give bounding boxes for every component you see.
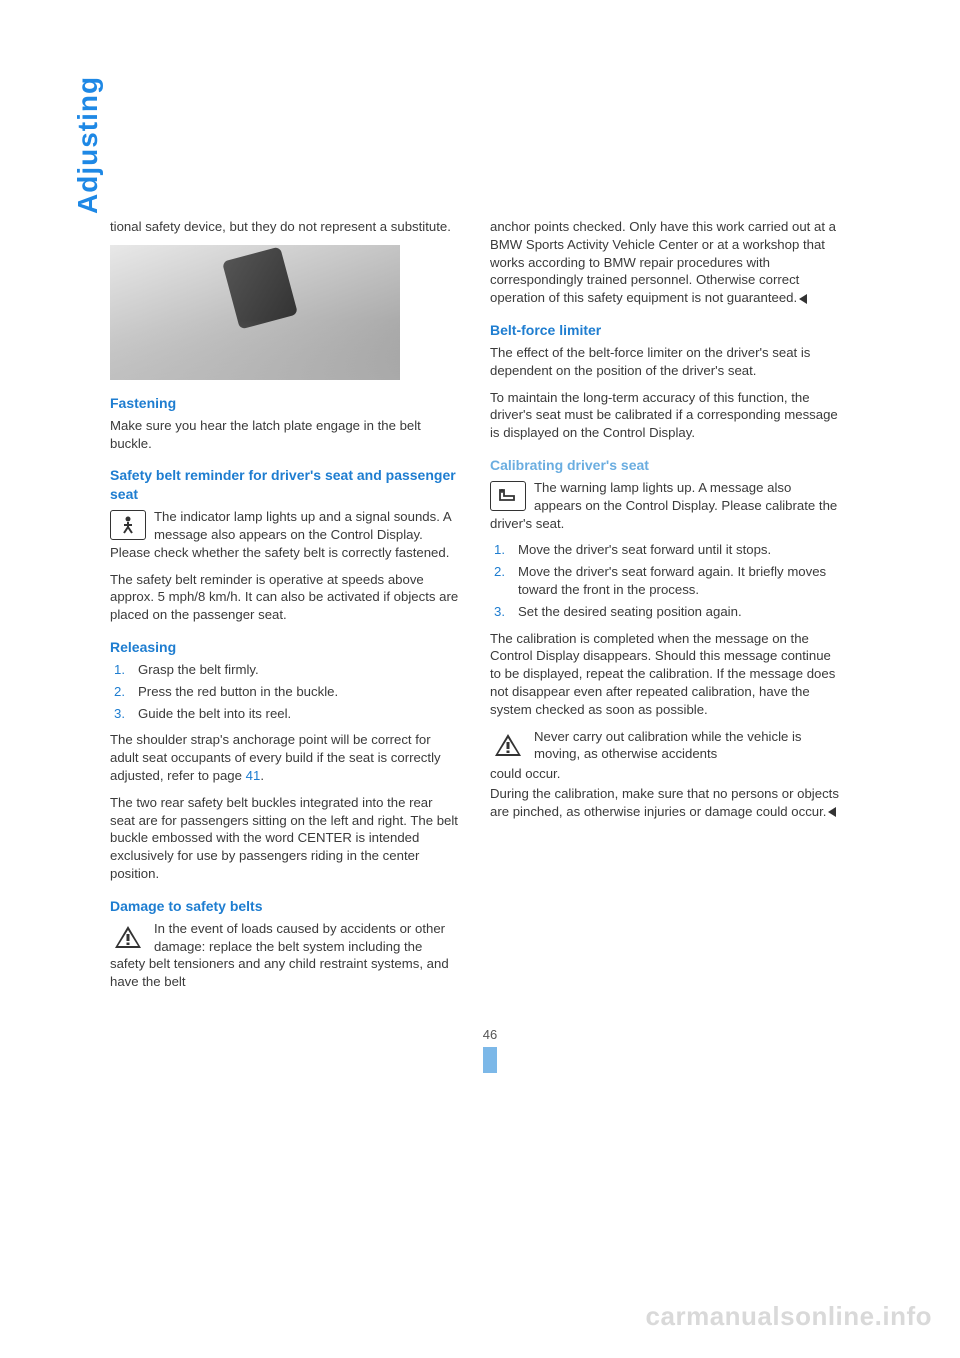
cal-text-2: The calibration is completed when the me… [490,630,840,719]
releasing-text-1: The shoulder strap's anchorage point wil… [110,731,460,784]
intro-text: tional safety device, but they do not re… [110,218,460,236]
step-text: Guide the belt into its reel. [138,706,291,721]
end-mark-icon [799,294,807,304]
warning-triangle-icon [490,730,526,760]
top-right-span: anchor points checked. Only have this wo… [490,219,836,305]
cal-steps: 1.Move the driver's seat forward until i… [490,541,840,620]
bfl-text-1: The effect of the belt-force limiter on … [490,344,840,380]
reminder-icon-text: The indicator lamp lights up and a signa… [154,509,451,542]
heading-releasing: Releasing [110,638,460,657]
step-text: Set the desired seating position again. [518,604,742,619]
step-text: Move the driver's seat forward until it … [518,542,771,557]
list-item: 3.Guide the belt into its reel. [110,705,460,723]
reminder-tail-text: Please check whether the safety belt is … [110,545,449,560]
right-column: anchor points checked. Only have this wo… [490,218,840,1000]
releasing-text-2: The two rear safety belt buckles integra… [110,794,460,883]
page-number: 46 [483,1027,497,1042]
warn-text-1: Never carry out calibration while the ve… [534,729,802,762]
page-content: tional safety device, but they do not re… [110,218,870,1073]
list-item: 2.Press the red button in the buckle. [110,683,460,701]
warning-triangle-icon [110,922,146,952]
warn-text-2: During the calibration, make sure that n… [490,785,840,821]
releasing-steps: 1.Grasp the belt firmly. 2.Press the red… [110,661,460,722]
page-number-block: 46 [110,1026,870,1073]
seatbelt-reminder-icon [110,510,146,540]
step-text: Move the driver's seat forward again. It… [518,564,826,597]
list-item: 1.Move the driver's seat forward until i… [490,541,840,559]
step-text: Grasp the belt firmly. [138,662,259,677]
top-right-text: anchor points checked. Only have this wo… [490,218,840,307]
rel1-text: The shoulder strap's anchorage point wil… [110,732,441,783]
heading-bfl: Belt-force limiter [490,321,840,340]
heading-fastening: Fastening [110,394,460,413]
end-mark-icon [828,807,836,817]
damage-block: In the event of loads caused by accident… [110,920,460,991]
reminder-block: The indicator lamp lights up and a signa… [110,508,460,561]
warn-text-1b: could occur. [490,765,840,783]
cal-warning-block: Never carry out calibration while the ve… [490,728,840,764]
seat-calibrate-icon [490,481,526,511]
left-column: tional safety device, but they do not re… [110,218,460,1000]
list-item: 1.Grasp the belt firmly. [110,661,460,679]
page-tab-marker [483,1047,497,1073]
seatbelt-figure [110,245,400,380]
cal-icon-block: The warning lamp lights up. A message al… [490,479,840,532]
list-item: 2.Move the driver's seat forward again. … [490,563,840,599]
page-link-41[interactable]: 41 [246,768,261,783]
reminder-text-2: The safety belt reminder is operative at… [110,571,460,624]
list-item: 3.Set the desired seating position again… [490,603,840,621]
warn2-span: During the calibration, make sure that n… [490,786,839,819]
heading-damage: Damage to safety belts [110,897,460,916]
step-text: Press the red button in the buckle. [138,684,338,699]
watermark: carmanualsonline.info [646,1301,932,1332]
fastening-text: Make sure you hear the latch plate engag… [110,417,460,453]
heading-calibrating: Calibrating driver's seat [490,456,840,475]
bfl-text-2: To maintain the long-term accuracy of th… [490,389,840,442]
section-title-vertical: Adjusting [72,76,104,214]
damage-text: In the event of loads caused by accident… [110,921,449,989]
heading-reminder: Safety belt reminder for driver's seat a… [110,466,460,504]
cal-icon-text: The warning lamp lights up. A message al… [490,480,837,531]
